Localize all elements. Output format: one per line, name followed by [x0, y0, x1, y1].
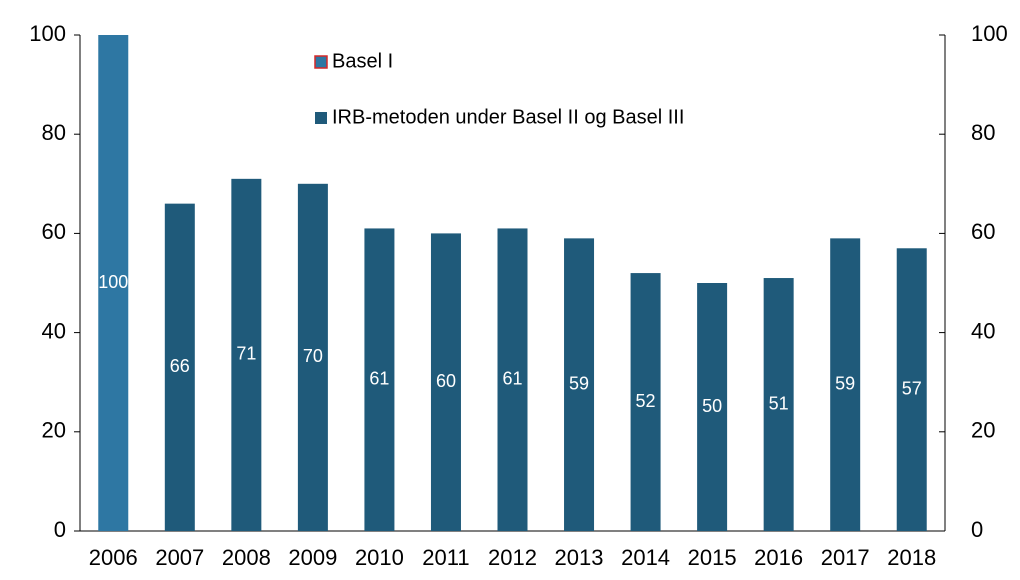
- y2-tick-label: 60: [971, 219, 995, 244]
- bar: [896, 248, 927, 531]
- y-tick-label: 0: [54, 517, 66, 542]
- legend-marker: [315, 112, 327, 124]
- y-tick-label: 80: [42, 120, 66, 145]
- y2-tick-label: 20: [971, 418, 995, 443]
- value-label: 59: [569, 373, 589, 393]
- x-tick-label: 2012: [488, 545, 537, 570]
- bar: [564, 238, 595, 532]
- x-tick-label: 2017: [821, 545, 870, 570]
- x-tick-label: 2018: [887, 545, 936, 570]
- bar: [697, 283, 728, 531]
- bar: [164, 203, 195, 531]
- value-label: 51: [769, 393, 789, 413]
- y-tick-label: 20: [42, 418, 66, 443]
- bar: [430, 233, 461, 531]
- value-label: 100: [98, 272, 128, 292]
- y2-tick-label: 0: [971, 517, 983, 542]
- legend-marker: [314, 55, 328, 69]
- x-tick-label: 2010: [355, 545, 404, 570]
- legend-label: IRB-metoden under Basel II og Basel III: [332, 106, 684, 128]
- value-label: 71: [236, 344, 256, 364]
- x-tick-label: 2013: [555, 545, 604, 570]
- y-tick-label: 100: [29, 21, 66, 46]
- y2-tick-label: 40: [971, 318, 995, 343]
- x-tick-label: 2014: [621, 545, 670, 570]
- value-label: 61: [502, 368, 522, 388]
- value-label: 57: [902, 378, 922, 398]
- x-tick-label: 2007: [155, 545, 204, 570]
- y2-tick-label: 80: [971, 120, 995, 145]
- bar: [630, 273, 661, 531]
- y-tick-label: 60: [42, 219, 66, 244]
- legend-label: Basel I: [332, 50, 393, 72]
- value-label: 50: [702, 396, 722, 416]
- bar: [364, 228, 395, 531]
- x-tick-label: 2009: [288, 545, 337, 570]
- bar: [497, 228, 528, 531]
- x-tick-label: 2016: [754, 545, 803, 570]
- value-label: 60: [436, 371, 456, 391]
- y-tick-label: 40: [42, 318, 66, 343]
- value-label: 70: [303, 346, 323, 366]
- x-tick-label: 2011: [422, 545, 469, 570]
- bar: [297, 183, 328, 532]
- x-tick-label: 2006: [89, 545, 138, 570]
- value-label: 52: [636, 391, 656, 411]
- value-label: 66: [170, 356, 190, 376]
- x-tick-label: 2008: [222, 545, 271, 570]
- x-tick-label: 2015: [688, 545, 737, 570]
- bar: [98, 35, 129, 531]
- bar: [763, 278, 794, 531]
- value-label: 59: [835, 373, 855, 393]
- bar: [830, 238, 861, 532]
- value-label: 61: [369, 368, 389, 388]
- bar: [231, 178, 262, 531]
- y2-tick-label: 100: [971, 21, 1008, 46]
